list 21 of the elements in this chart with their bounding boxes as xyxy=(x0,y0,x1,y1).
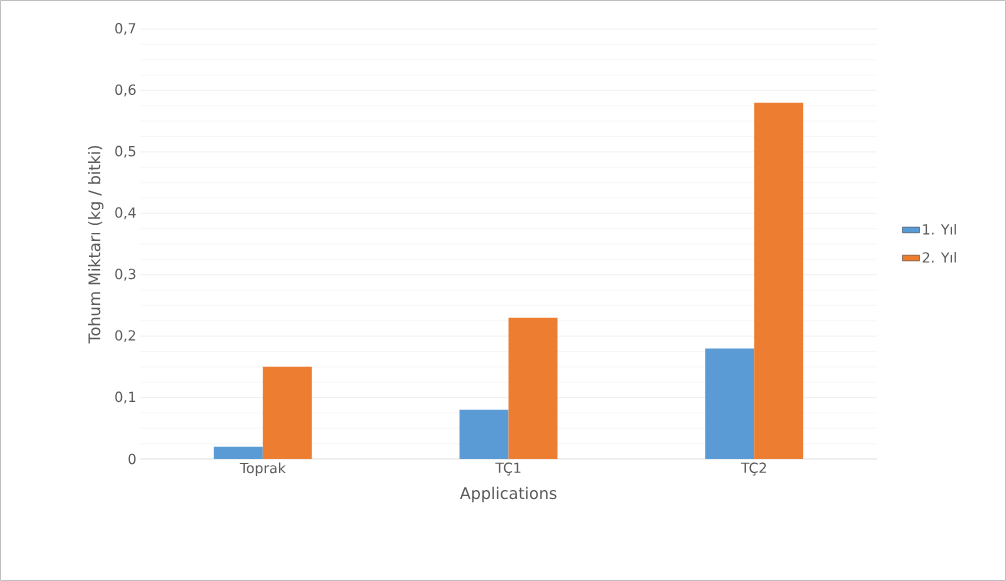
bar xyxy=(213,446,263,459)
bar xyxy=(459,409,509,459)
y-tick-label: 0,6 xyxy=(115,84,136,97)
x-tick-label: Toprak xyxy=(239,462,286,477)
y-tick-label: 0,4 xyxy=(115,207,136,220)
bar xyxy=(262,366,312,459)
x-axis-title: Applications xyxy=(459,486,557,503)
y-tick-label: 0 xyxy=(128,453,136,465)
y-axis-title: Tohum Miktarı (kg / bitki) xyxy=(88,145,104,344)
legend-label: 2. Yıl xyxy=(922,251,956,263)
x-tick-label: TÇ2 xyxy=(740,462,766,476)
y-tick-label: 0,2 xyxy=(115,330,136,343)
bar xyxy=(754,102,804,459)
bar xyxy=(705,348,755,459)
x-tick-label: TÇ1 xyxy=(495,462,521,476)
y-tick-label: 0,7 xyxy=(115,23,136,35)
y-tick-label: 0,3 xyxy=(115,268,136,281)
y-tick-label: 0,1 xyxy=(115,391,136,404)
bar xyxy=(508,317,558,459)
legend-label: 1. Yıl xyxy=(923,223,956,235)
y-tick-label: 0,5 xyxy=(115,145,136,158)
